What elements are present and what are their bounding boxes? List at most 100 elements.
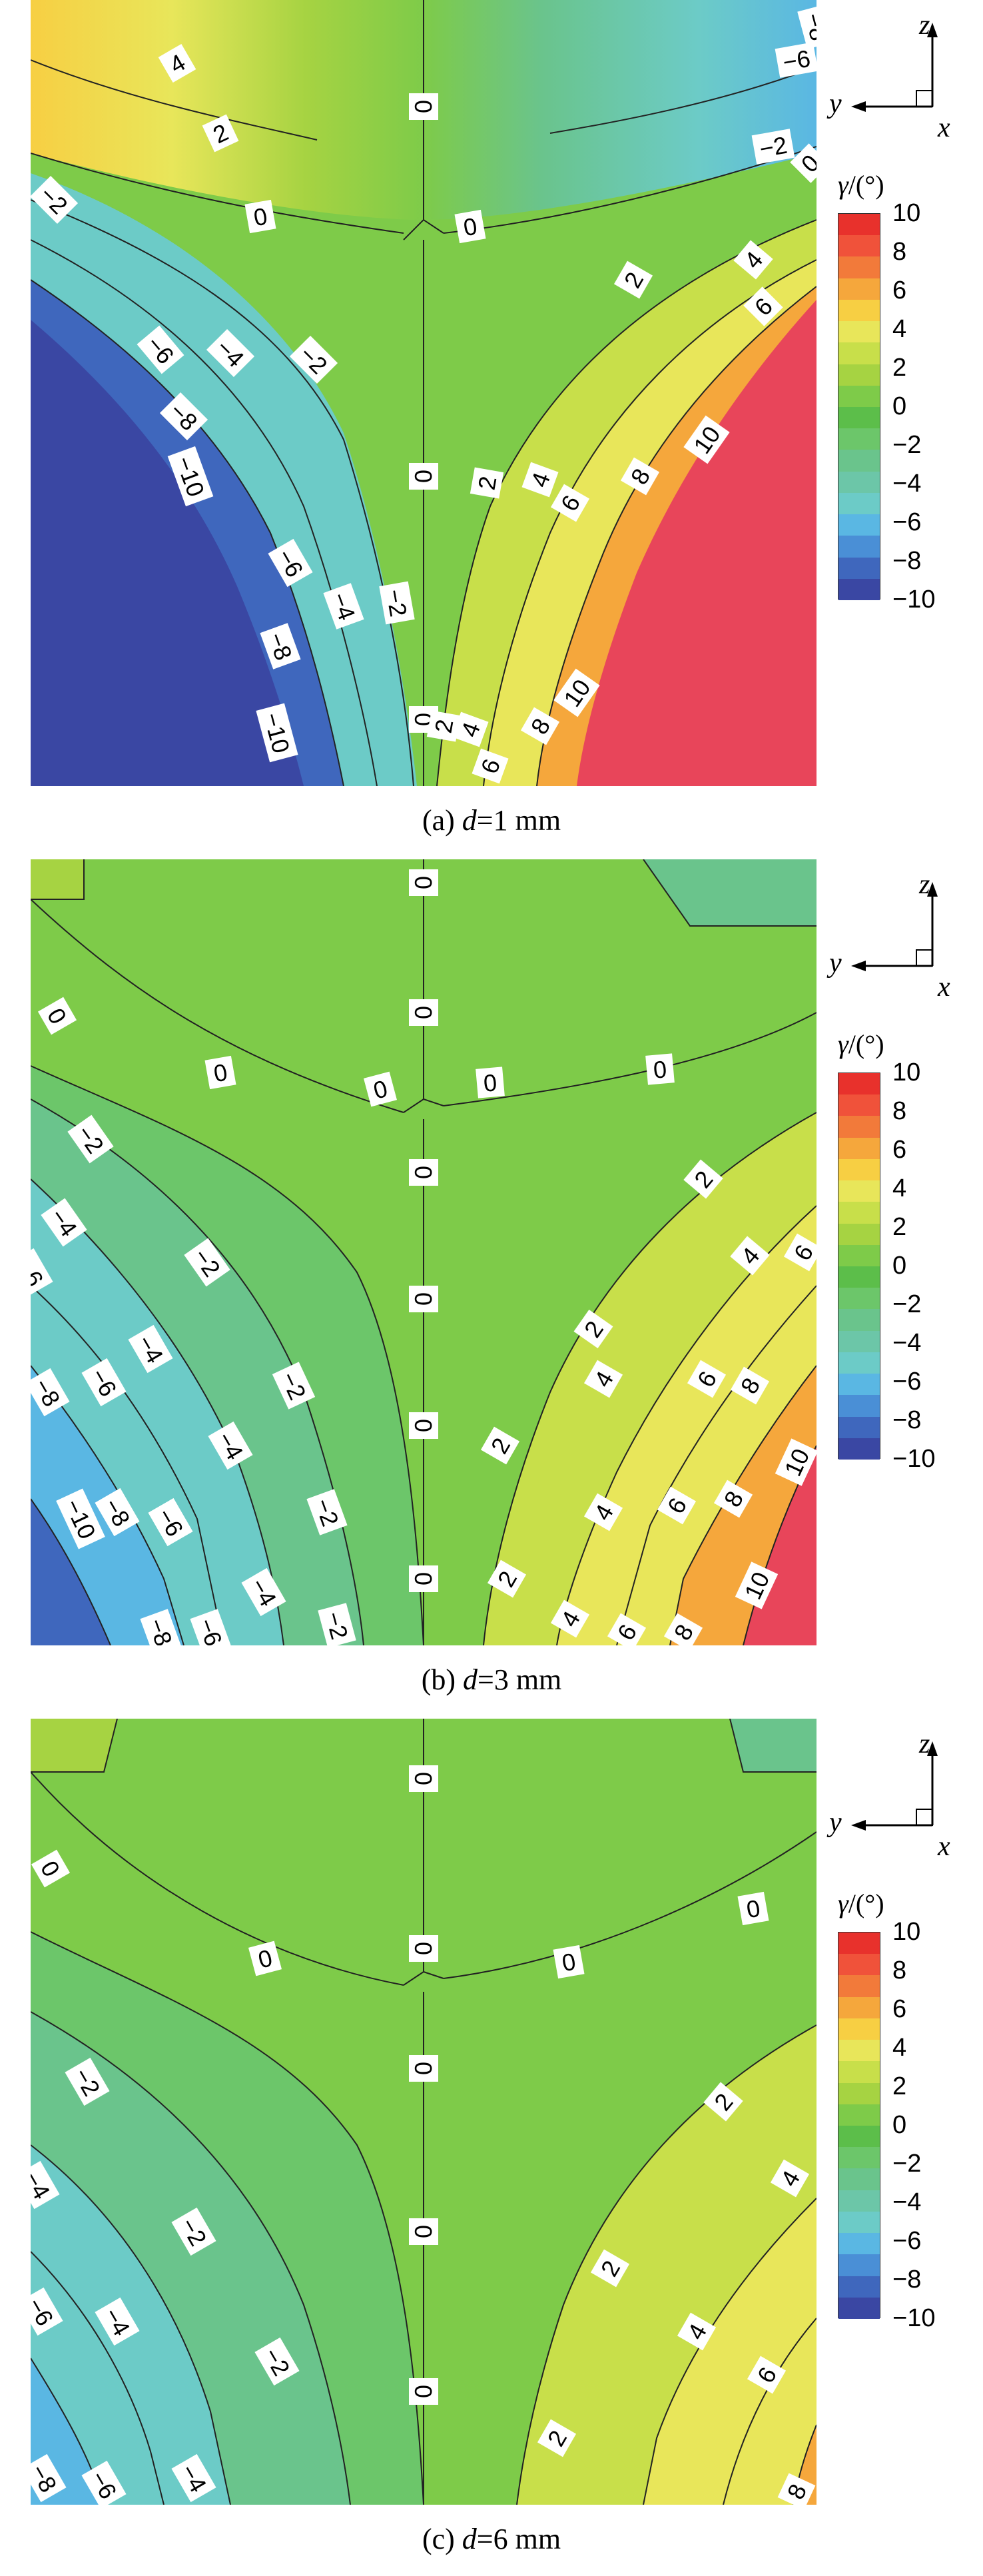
colorbar-segment bbox=[838, 1395, 880, 1418]
colorbar-segment bbox=[838, 2018, 880, 2040]
contour-label: 6 bbox=[783, 1233, 817, 1272]
contour-label: 0 bbox=[31, 1849, 71, 1888]
colorbar-tick-label: −4 bbox=[892, 2188, 922, 2216]
contour-plot: 4 2 0 −2 0 0 −8 −6 −2 0 2 4 6 −6 −4 −2 −8 −10 0 2 4 6 8 10 −6 −4−… bbox=[31, 0, 817, 786]
contour-label: −6 bbox=[775, 42, 817, 78]
svg-text:−2: −2 bbox=[381, 587, 413, 619]
axis-triad: z y x bbox=[826, 869, 972, 1006]
colorbar-title: γ/(°) bbox=[838, 170, 884, 200]
svg-text:0: 0 bbox=[410, 100, 437, 113]
colorbar-segment bbox=[838, 1374, 880, 1396]
colorbar-segment bbox=[838, 214, 880, 236]
axis-triad-svg bbox=[851, 23, 938, 112]
colorbar-segment bbox=[838, 407, 880, 429]
contour-label: 2 bbox=[590, 2249, 630, 2288]
contour-label: 0 bbox=[248, 1940, 282, 1976]
colorbar-segment bbox=[838, 1975, 880, 1998]
colorbar-segment bbox=[838, 1438, 880, 1460]
contour-label: 8 bbox=[520, 707, 560, 745]
colorbar-tick-label: 6 bbox=[892, 1136, 907, 1164]
contour-label: 0 bbox=[737, 1891, 769, 1926]
svg-text:0: 0 bbox=[410, 1942, 437, 1955]
colorbar-segment bbox=[838, 1116, 880, 1138]
region-right-red bbox=[577, 300, 817, 786]
axis-label-y: y bbox=[829, 1807, 842, 1838]
axis-label-x: x bbox=[938, 113, 950, 143]
colorbar-tick-label: −10 bbox=[892, 586, 936, 614]
contour-label: 6 bbox=[472, 748, 509, 784]
colorbar-segment bbox=[838, 256, 880, 279]
contour-label: 4 bbox=[521, 462, 559, 498]
colorbar-segment bbox=[838, 1094, 880, 1116]
contour-label: 4 bbox=[583, 1493, 623, 1531]
contour-label: 0 bbox=[409, 999, 438, 1026]
colorbar-tick-label: −6 bbox=[892, 508, 922, 536]
caption: (a) d=1 mm bbox=[422, 804, 561, 837]
colorbar-segment bbox=[838, 1330, 880, 1353]
colorbar-tick-label: −2 bbox=[892, 431, 922, 459]
svg-text:0: 0 bbox=[410, 1572, 437, 1585]
contour-label: 6 bbox=[747, 2356, 787, 2394]
colorbar-segment bbox=[838, 2040, 880, 2062]
svg-text:−6: −6 bbox=[781, 45, 813, 77]
colorbar-segment bbox=[838, 1180, 880, 1202]
colorbar-tick-label: −6 bbox=[892, 1368, 922, 1396]
colorbar-tick-label: −10 bbox=[892, 1445, 936, 1473]
contour-label: 4 bbox=[158, 43, 196, 83]
colorbar-segment bbox=[838, 1266, 880, 1288]
colorbar-segment bbox=[838, 1932, 880, 1954]
colorbar-segment bbox=[838, 1223, 880, 1246]
svg-text:0: 0 bbox=[410, 2062, 437, 2075]
colorbar-segment bbox=[838, 536, 880, 558]
contour-label: 8 bbox=[777, 2473, 816, 2505]
colorbar-segment bbox=[838, 1202, 880, 1224]
colorbar-segment bbox=[838, 235, 880, 257]
svg-text:0: 0 bbox=[410, 1006, 437, 1019]
colorbar-gradient bbox=[838, 1073, 880, 1460]
colorbar-segment bbox=[838, 450, 880, 472]
contour-plot: 0 0 0 0 0 0 0 −2 2 −4 4 −2 0 2 −6 −4 4 −2 0 6 2 −8 −6 −4 8 bbox=[31, 1719, 817, 2505]
colorbar-segment bbox=[838, 2190, 880, 2212]
colorbar-tick-label: 6 bbox=[892, 1995, 907, 2023]
colorbar-tick-label: 10 bbox=[892, 1918, 921, 1946]
contour-label: 0 bbox=[553, 1944, 585, 1979]
colorbar-tick-label: −4 bbox=[892, 470, 922, 498]
colorbar: γ/(°) 10 8 6 4 2 0 −2 −4 −6 −8 −10 bbox=[838, 1889, 971, 2331]
svg-text:0: 0 bbox=[410, 2385, 437, 2398]
contour-label: 0 bbox=[645, 1053, 675, 1085]
colorbar-tick-label: 2 bbox=[892, 2072, 907, 2100]
contour-label: 0 bbox=[409, 1565, 438, 1592]
region-right-4 bbox=[643, 2198, 817, 2505]
contour-label: 0 bbox=[409, 1765, 438, 1792]
contour-label: 0 bbox=[37, 997, 77, 1035]
colorbar-segment bbox=[838, 471, 880, 494]
colorbar-segment bbox=[838, 2104, 880, 2126]
colorbar-segment bbox=[838, 2254, 880, 2277]
contour-label: −2 bbox=[379, 581, 415, 625]
colorbar-segment bbox=[838, 578, 880, 601]
colorbar-segment bbox=[838, 1309, 880, 1332]
colorbar-tick-label: 6 bbox=[892, 276, 907, 304]
contour-label: 0 bbox=[363, 1071, 398, 1107]
contour-label: 8 bbox=[730, 1366, 770, 1405]
axis-label-y: y bbox=[829, 948, 842, 979]
colorbar-segment bbox=[838, 2126, 880, 2148]
colorbar-segment bbox=[838, 364, 880, 386]
contour-label: 0 bbox=[409, 1286, 438, 1312]
contour-label: 6 bbox=[687, 1360, 727, 1398]
colorbar-tick-label: 10 bbox=[892, 199, 921, 227]
colorbar-tick-label: 8 bbox=[892, 238, 907, 266]
colorbar-segment bbox=[838, 2276, 880, 2298]
colorbar-tick-label: −8 bbox=[892, 1406, 922, 1434]
axis-label-z: z bbox=[919, 10, 930, 41]
contour-label: 2 bbox=[537, 2419, 577, 2457]
panel-c: 0 0 0 0 0 0 0 −2 2 −4 4 −2 0 2 −6 −4 4 −2 0 6 2 −8 −6 −4 8 z y x… bbox=[0, 1719, 983, 2576]
contour-label: 4 bbox=[550, 1599, 590, 1638]
contour-label: 2 bbox=[202, 114, 239, 153]
contour-label: 0 bbox=[409, 869, 438, 896]
contour-label: −2 bbox=[318, 1603, 356, 1645]
region-topright bbox=[643, 859, 817, 926]
colorbar-tick-label: 0 bbox=[892, 2111, 907, 2139]
colorbar-segment bbox=[838, 278, 880, 300]
